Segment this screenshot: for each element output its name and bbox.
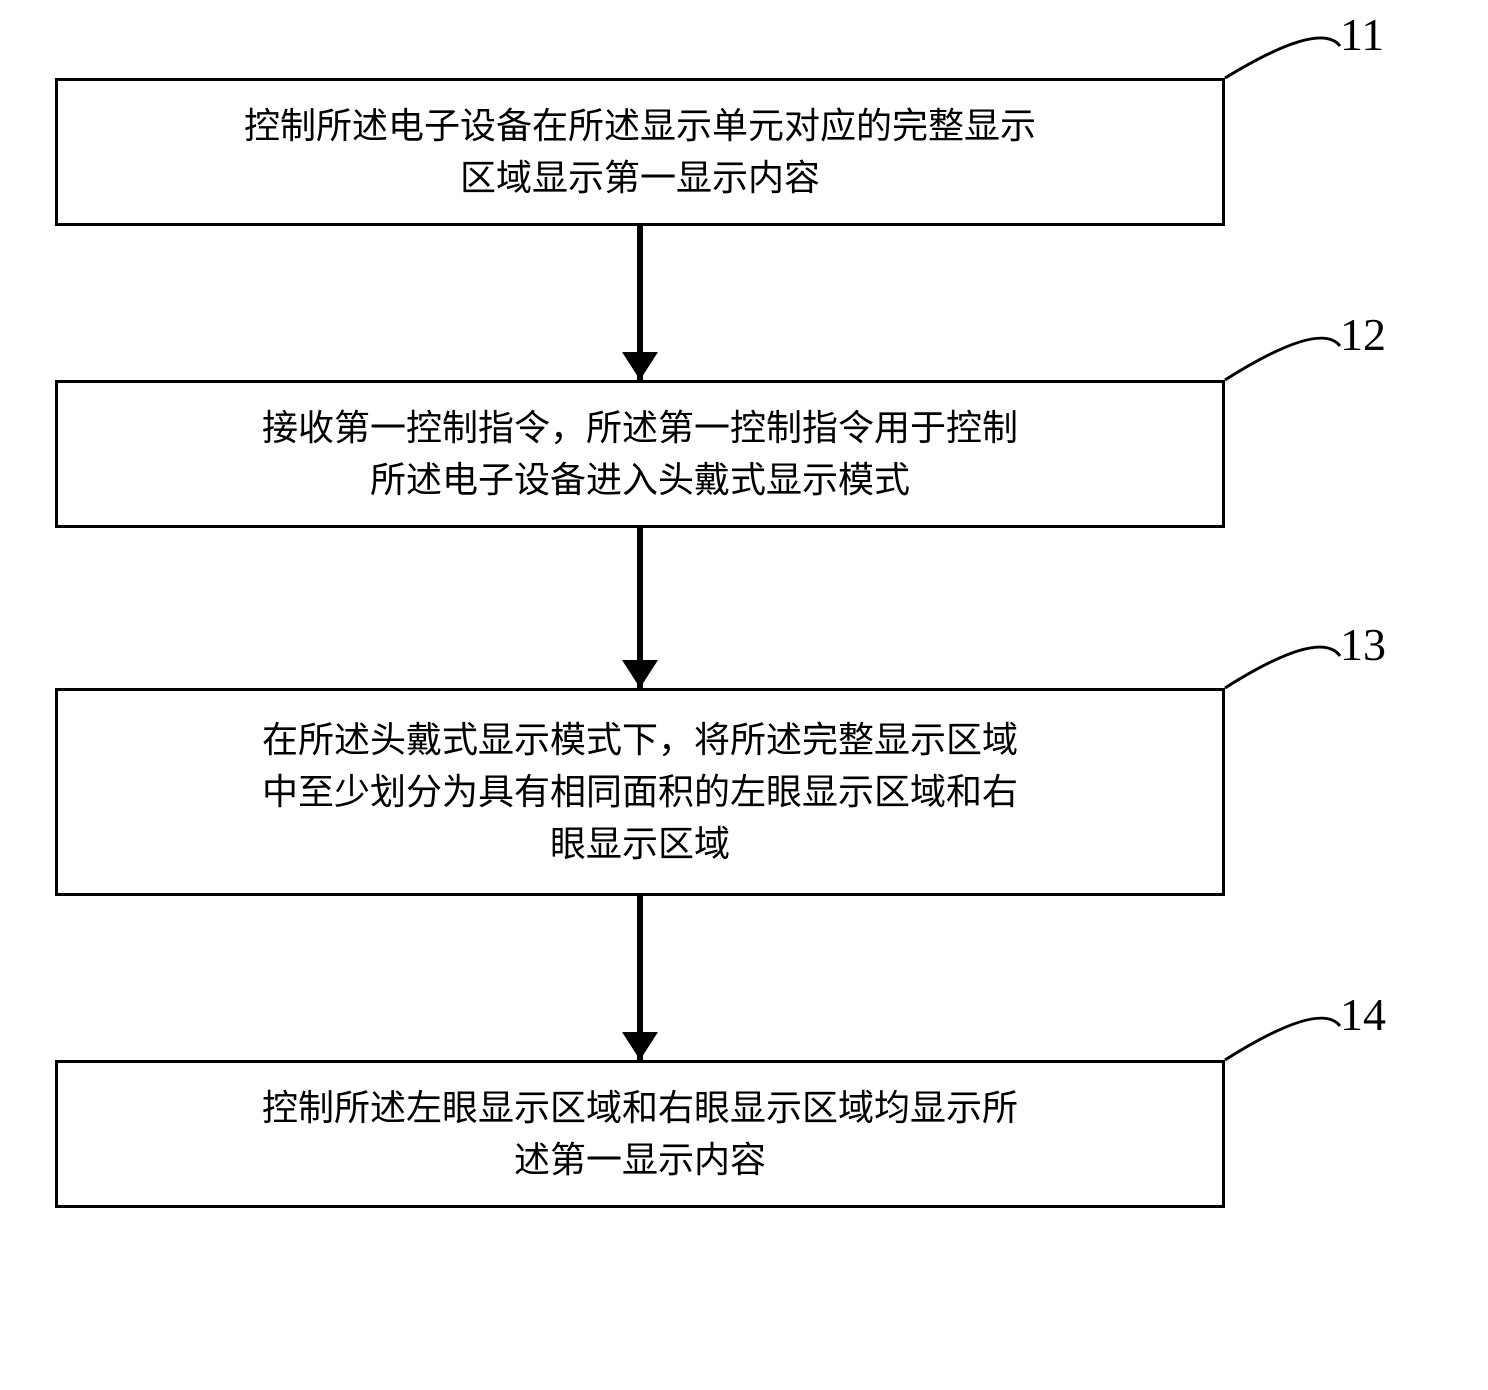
callout-label-13: 13 bbox=[1340, 618, 1386, 671]
callout-curve bbox=[1225, 338, 1340, 380]
flowchart-canvas: 控制所述电子设备在所述显示单元对应的完整显示 区域显示第一显示内容 11 接收第一控… bbox=[0, 0, 1488, 1390]
callout-curve bbox=[1225, 1018, 1340, 1060]
flowchart-node-text: 在所述头戴式显示模式下，将所述完整显示区域 中至少划分为具有相同面积的左眼显示区… bbox=[262, 714, 1018, 871]
callout-label-12: 12 bbox=[1340, 308, 1386, 361]
flowchart-node-n2: 接收第一控制指令，所述第一控制指令用于控制 所述电子设备进入头戴式显示模式 bbox=[55, 380, 1225, 528]
flowchart-node-text: 接收第一控制指令，所述第一控制指令用于控制 所述电子设备进入头戴式显示模式 bbox=[262, 402, 1018, 506]
callout-curve bbox=[1225, 647, 1340, 688]
flowchart-node-text: 控制所述电子设备在所述显示单元对应的完整显示 区域显示第一显示内容 bbox=[244, 100, 1036, 204]
flowchart-node-n1: 控制所述电子设备在所述显示单元对应的完整显示 区域显示第一显示内容 bbox=[55, 78, 1225, 226]
callout-curve bbox=[1225, 38, 1340, 78]
callout-label-14: 14 bbox=[1340, 988, 1386, 1041]
flowchart-node-n3: 在所述头戴式显示模式下，将所述完整显示区域 中至少划分为具有相同面积的左眼显示区… bbox=[55, 688, 1225, 896]
callout-label-11: 11 bbox=[1340, 8, 1384, 61]
flowchart-node-n4: 控制所述左眼显示区域和右眼显示区域均显示所 述第一显示内容 bbox=[55, 1060, 1225, 1208]
flowchart-node-text: 控制所述左眼显示区域和右眼显示区域均显示所 述第一显示内容 bbox=[262, 1082, 1018, 1186]
